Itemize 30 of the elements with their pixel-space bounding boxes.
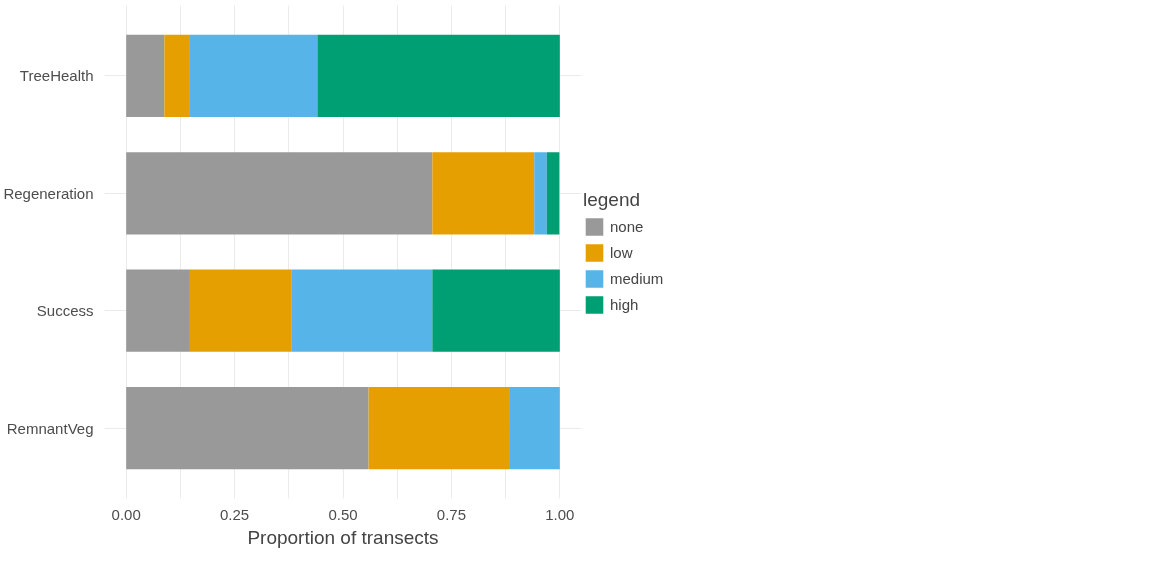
bar	[368, 386, 510, 470]
y-tick-label: TreeHealth	[19, 67, 94, 85]
x-axis-title: Proportion of transects	[247, 526, 439, 548]
bar	[432, 152, 535, 235]
bar	[534, 152, 547, 235]
x-tick-label: 0.00	[111, 505, 141, 523]
legend-label: none	[610, 217, 645, 235]
bar	[126, 269, 190, 352]
bar	[126, 34, 165, 118]
legend-label: low	[610, 243, 634, 261]
legend-label: medium	[610, 269, 665, 287]
bar	[164, 34, 190, 118]
bar	[317, 34, 560, 118]
x-tick-label: 0.25	[219, 505, 250, 523]
bar	[432, 269, 560, 352]
bar	[126, 386, 369, 470]
x-tick-label: 1.00	[545, 505, 575, 523]
y-tick-label: Success	[36, 302, 94, 320]
y-tick-label: RemnantVeg	[6, 419, 94, 437]
legend-label: high	[610, 295, 640, 313]
bar	[189, 34, 318, 118]
bar	[126, 152, 433, 235]
y-tick-label: Regeneration	[3, 184, 94, 202]
x-tick-label: 0.50	[328, 505, 358, 523]
bar	[291, 269, 433, 352]
bar	[509, 386, 560, 470]
x-tick-label: 0.75	[436, 505, 467, 523]
bar	[546, 152, 560, 235]
bar	[189, 269, 292, 352]
legend-title: legend	[583, 188, 642, 210]
